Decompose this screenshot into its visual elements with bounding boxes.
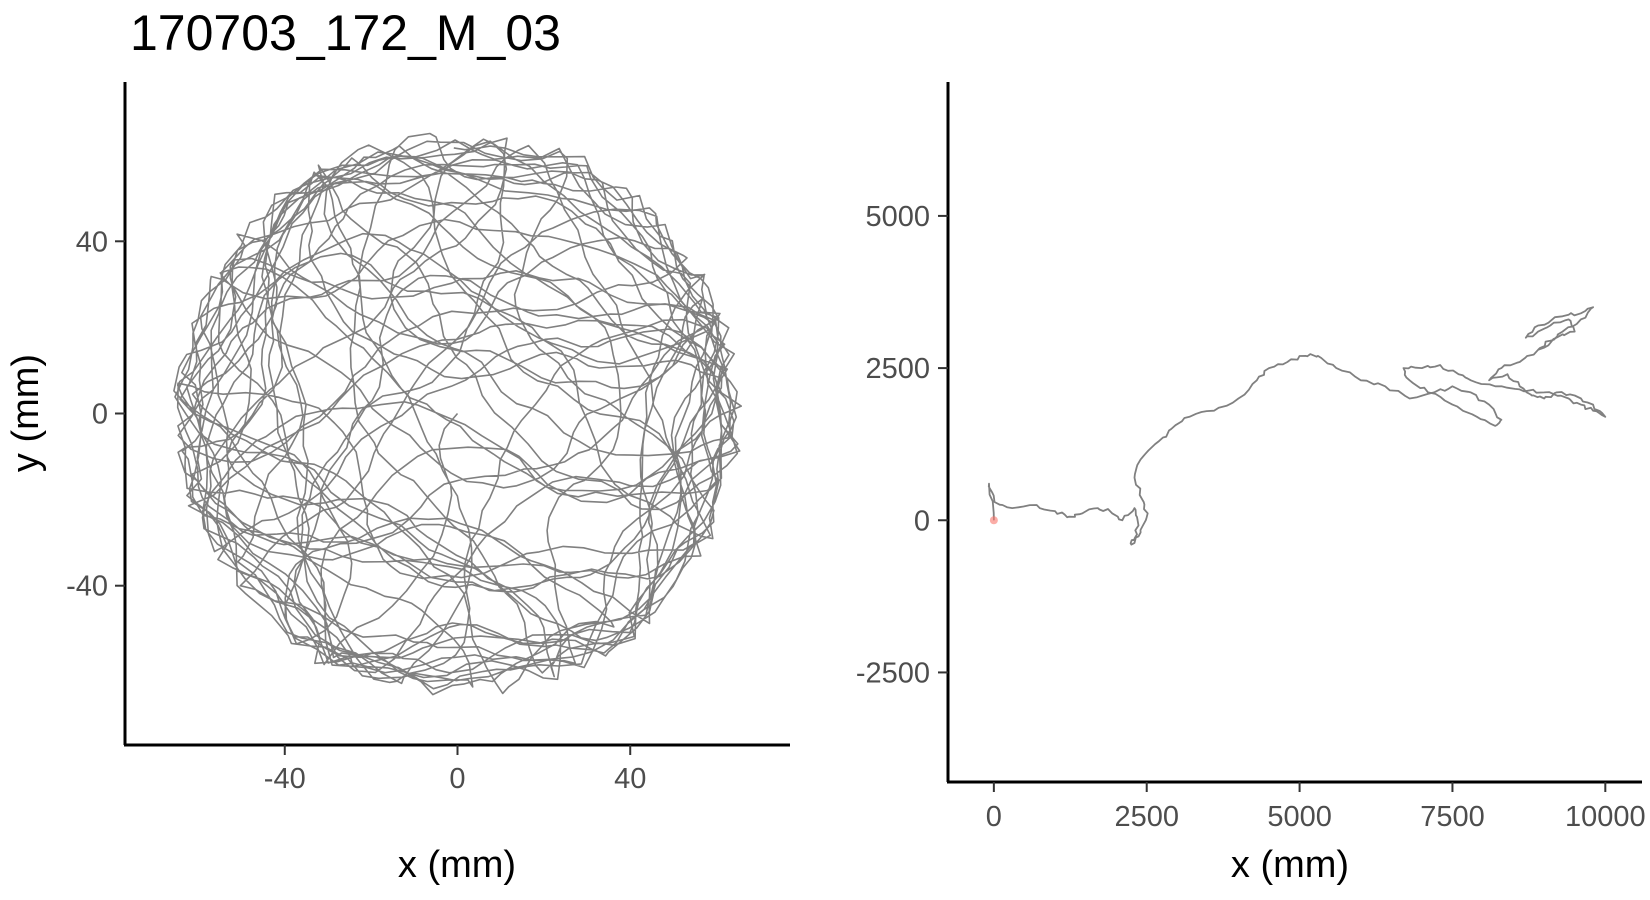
right-trajectory [987,306,1607,546]
right-y-tick-label: -2500 [856,657,930,689]
left-y-axis-title: y (mm) [5,354,47,472]
left-trajectory-path [173,132,742,696]
right-x-tick-label: 2500 [1114,801,1179,833]
right-y-tick-label: 0 [914,505,930,537]
left-y-tick-label: 40 [76,226,108,258]
right-x-ticks: 0 2500 5000 7500 10000 [986,782,1646,833]
left-panel: -40 0 40 -40 0 40 x (mm) y (mm) [5,82,790,886]
left-x-axis-title: x (mm) [398,844,516,886]
right-trajectory-path [987,306,1607,546]
right-y-tick-label: 5000 [865,201,930,233]
right-x-tick-label: 7500 [1420,801,1485,833]
right-x-tick-label: 5000 [1267,801,1332,833]
page-title: 170703_172_M_03 [130,5,561,61]
start-point-marker [989,516,998,525]
left-x-tick-label: 40 [614,763,646,795]
left-x-ticks: -40 0 40 [264,745,646,795]
left-y-ticks: -40 0 40 [66,226,125,603]
left-x-tick-label: -40 [264,763,306,795]
right-x-axis-title: x (mm) [1231,844,1349,886]
right-y-ticks: -2500 0 2500 5000 [856,201,948,689]
right-x-tick-label: 10000 [1565,801,1646,833]
right-panel: 0 2500 5000 7500 10000 -2500 0 2500 5000 x (mm) [856,82,1646,886]
left-trajectory [173,132,742,696]
left-y-tick-label: 0 [92,399,108,431]
right-y-tick-label: 2500 [865,353,930,385]
right-x-tick-label: 0 [986,801,1002,833]
left-y-tick-label: -40 [66,571,108,603]
left-x-tick-label: 0 [449,763,465,795]
